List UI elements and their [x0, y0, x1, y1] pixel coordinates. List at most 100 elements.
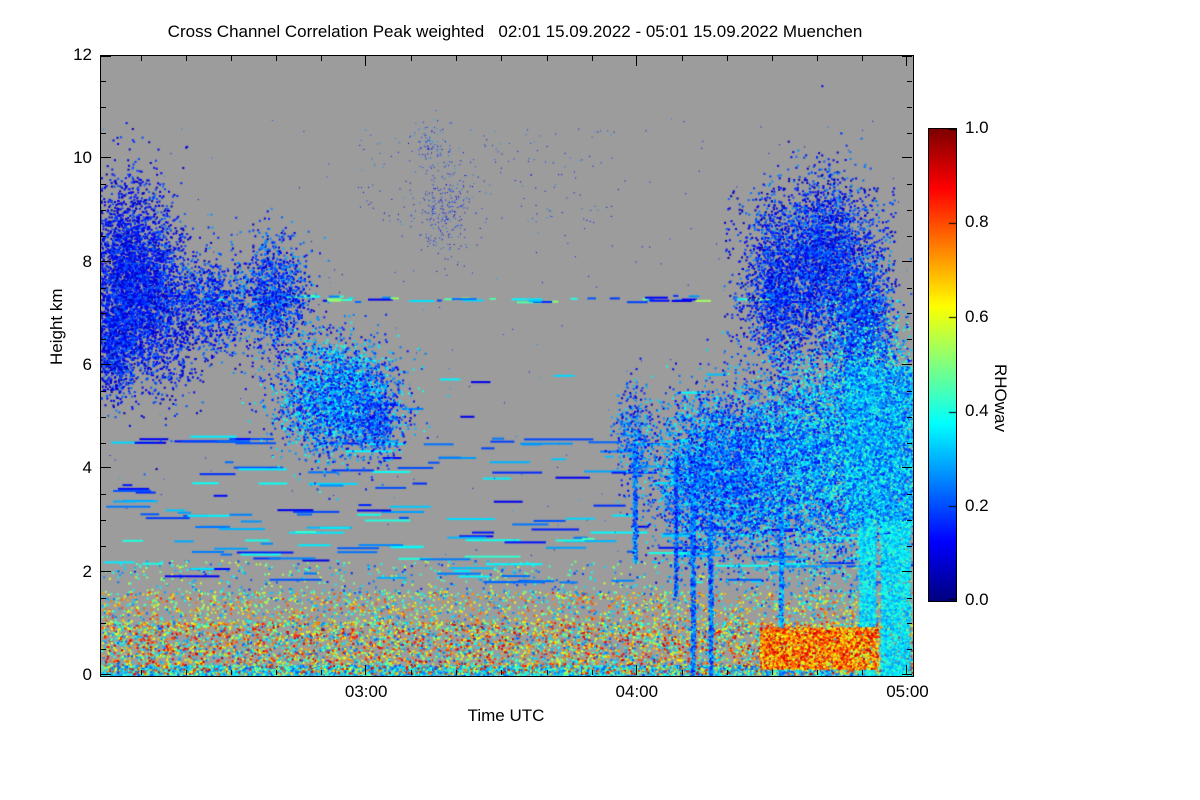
tick-mark [907, 235, 912, 237]
y-tick-label: 10 [73, 148, 92, 168]
tick-mark [635, 56, 637, 66]
tick-mark [591, 56, 593, 61]
tick-mark [727, 670, 729, 675]
tick-mark [101, 597, 106, 599]
tick-mark [101, 184, 106, 186]
tick-mark [902, 157, 912, 159]
x-tick-label: 04:00 [615, 682, 659, 701]
y-tick-label: 8 [82, 251, 92, 271]
tick-mark [902, 364, 912, 365]
tick-mark [906, 665, 908, 675]
tick-mark [727, 56, 729, 61]
tick-mark [185, 56, 187, 61]
tick-mark [907, 287, 912, 289]
tick-mark [101, 210, 106, 211]
y-tick-label: 12 [73, 45, 92, 64]
tick-mark [907, 597, 912, 599]
tick-mark [906, 56, 908, 66]
tick-mark [411, 670, 413, 675]
tick-mark [907, 520, 912, 521]
tick-mark [321, 670, 323, 675]
tick-mark [817, 56, 819, 61]
tick-mark [907, 390, 912, 392]
colorbar-tick-label: 0.0 [965, 590, 989, 609]
tick-mark [902, 260, 912, 262]
tick-mark [817, 670, 819, 675]
tick-mark [907, 132, 912, 134]
tick-mark [862, 56, 864, 61]
tick-mark [101, 157, 111, 159]
tick-mark [101, 467, 111, 469]
tick-mark [681, 670, 683, 675]
tick-mark [907, 494, 912, 496]
colorbar-tick-label: 1.0 [965, 118, 989, 137]
tick-mark [907, 184, 912, 186]
tick-mark [275, 56, 277, 61]
tick-mark [907, 649, 912, 651]
tick-mark [140, 670, 142, 675]
tick-mark [501, 56, 503, 61]
tick-mark [365, 665, 367, 675]
x-axis-title: Time UTC [467, 706, 545, 725]
tick-mark [772, 670, 774, 675]
tick-mark [591, 670, 593, 675]
tick-mark [230, 56, 232, 61]
x-tick-label: 03:00 [344, 682, 388, 701]
tick-mark [101, 339, 106, 341]
y-tick-label: 0 [82, 665, 92, 684]
tick-mark [101, 545, 106, 547]
colorbar-tick-label: 0.4 [965, 401, 989, 421]
tick-mark [501, 670, 503, 675]
tick-mark [321, 56, 323, 61]
tick-mark [101, 106, 106, 108]
tick-mark [546, 670, 548, 675]
tick-mark [907, 339, 912, 341]
tick-mark [456, 670, 458, 675]
tick-mark [101, 364, 111, 365]
tick-mark [101, 674, 111, 675]
tick-mark [101, 80, 106, 82]
tick-mark [772, 56, 774, 61]
chart-title: Cross Channel Correlation Peak weighted … [167, 22, 863, 41]
colorbar-tick-label: 0.6 [965, 306, 989, 326]
y-tick-label: 2 [82, 561, 92, 581]
tick-mark [456, 56, 458, 61]
tick-mark [907, 545, 912, 547]
colorbar [928, 128, 957, 602]
tick-mark [635, 665, 637, 675]
tick-mark [101, 260, 111, 262]
x-tick-label: 05:00 [886, 682, 929, 701]
tick-mark [140, 56, 142, 61]
tick-mark [365, 56, 367, 66]
tick-mark [546, 56, 548, 61]
tick-mark [101, 132, 106, 134]
tick-mark [902, 467, 912, 469]
tick-mark [101, 56, 111, 57]
tick-mark [101, 520, 106, 521]
plot-area [100, 55, 914, 677]
tick-mark [230, 670, 232, 675]
tick-mark [907, 80, 912, 82]
tick-mark [907, 313, 912, 315]
tick-mark [101, 416, 106, 418]
colorbar-canvas [929, 129, 956, 601]
tick-mark [101, 623, 106, 625]
tick-mark [101, 494, 106, 496]
tick-mark [101, 287, 106, 289]
tick-mark [907, 416, 912, 418]
tick-mark [902, 570, 912, 572]
colorbar-tick-label: 0.8 [965, 212, 989, 232]
tick-mark [101, 442, 106, 444]
y-tick-label: 6 [82, 355, 92, 374]
tick-mark [101, 649, 106, 651]
tick-mark [907, 442, 912, 444]
tick-mark [907, 210, 912, 211]
tick-mark [101, 390, 106, 392]
tick-mark [275, 670, 277, 675]
tick-mark [681, 56, 683, 61]
tick-mark [101, 570, 111, 572]
tick-mark [185, 670, 187, 675]
tick-mark [101, 313, 106, 315]
tick-mark [101, 235, 106, 237]
